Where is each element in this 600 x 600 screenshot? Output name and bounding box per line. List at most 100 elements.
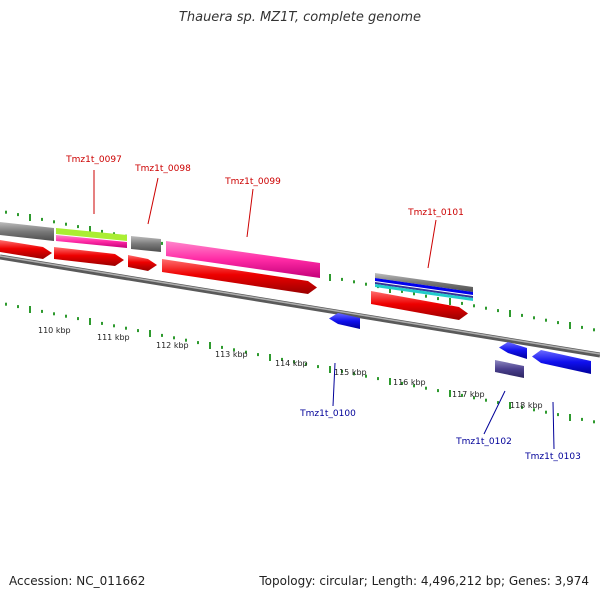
minor-tick [497,401,499,405]
topology-text: Topology: circular; Length: 4,496,212 bp… [259,574,589,588]
cds-arrow [0,240,52,259]
reverse-cds-arrow [329,313,360,329]
cds-arrow [128,255,157,271]
minor-tick [101,229,103,233]
minor-tick [53,312,55,316]
forward-gene-label: Tmz1t_0101 [407,208,464,218]
minor-tick [65,314,67,318]
minor-tick [413,384,415,388]
gene-labels: Tmz1t_0097 Tmz1t_0098 Tmz1t_0099 Tmz1t_0101… [65,155,581,462]
major-tick [89,318,91,325]
minor-tick [401,289,403,293]
minor-tick [257,353,259,357]
reverse-gene-label: Tmz1t_0100 [299,409,356,419]
minor-tick [65,222,67,226]
minor-tick [581,325,583,329]
gene-features [0,222,591,378]
minor-tick [245,350,247,354]
major-tick [329,274,331,281]
minor-tick [173,336,175,340]
minor-tick [497,309,499,313]
label-leader [483,390,506,435]
major-tick [449,390,451,397]
minor-tick [485,398,487,402]
forward-gene-label: Tmz1t_0099 [224,177,281,187]
minor-tick [185,338,187,342]
minor-tick [401,381,403,385]
minor-tick [545,318,547,322]
scale-label: 115 kbp [334,368,367,377]
minor-tick [521,405,523,409]
major-tick [389,378,391,385]
label-leader [246,188,254,238]
minor-tick [365,374,367,378]
major-tick [569,414,571,421]
gene-block-gray [131,236,161,252]
scale-label: 118 kbp [510,401,543,410]
cds-arrow [371,291,468,320]
scale-label: 117 kbp [452,390,485,399]
genome-backbone-highlight [0,255,600,355]
gene-block-pink [166,241,320,278]
minor-tick [353,280,355,284]
minor-tick [341,369,343,373]
minor-tick [317,365,319,369]
minor-tick [533,316,535,320]
major-tick [509,402,511,409]
reverse-gene-label: Tmz1t_0102 [455,437,512,447]
reverse-gene-block [495,360,524,378]
major-tick [449,298,451,305]
gene-block-green [56,228,127,241]
minor-tick [437,297,439,301]
scale-label: 112 kbp [156,341,189,350]
reverse-cds-arrow [532,350,591,374]
minor-tick [5,210,7,214]
minor-tick [425,294,427,298]
minor-tick [545,410,547,414]
minor-tick [125,326,127,330]
minor-tick [305,362,307,366]
major-tick [29,214,31,221]
scale-label: 113 kbp [215,350,248,359]
accession-text: Accession: NC_011662 [9,574,146,588]
minor-tick [533,408,535,412]
minor-tick [557,321,559,325]
minor-tick [5,302,7,306]
cds-arrow [54,247,124,266]
major-tick [389,286,391,293]
minor-tick [353,372,355,376]
scale-label: 116 kbp [393,378,426,387]
gene-block-navy [375,282,473,298]
minor-tick [485,306,487,310]
gene-block-cyan [375,284,473,301]
gene-block-pink [56,235,127,248]
scale-label: 114 kbp [275,359,308,368]
minor-tick [53,220,55,224]
minor-tick [593,328,595,332]
minor-tick [41,309,43,313]
minor-tick [473,396,475,400]
major-tick [209,342,211,349]
label-leader [147,177,159,225]
minor-tick [101,321,103,325]
forward-gene-label: Tmz1t_0098 [134,164,191,174]
minor-tick [377,377,379,381]
minor-tick [425,386,427,390]
minor-tick [521,313,523,317]
minor-tick [413,292,415,296]
scale-label: 110 kbp [38,326,71,335]
minor-tick [17,213,19,217]
reverse-cds-arrow [499,342,527,359]
major-tick [569,322,571,329]
minor-tick [293,360,295,364]
major-tick [149,330,151,337]
label-leader [427,219,437,269]
major-tick [329,366,331,373]
minor-tick [17,305,19,309]
major-tick [89,226,91,233]
minor-tick [221,345,223,349]
minor-tick [161,241,163,245]
minor-tick [581,417,583,421]
minor-tick [557,413,559,417]
